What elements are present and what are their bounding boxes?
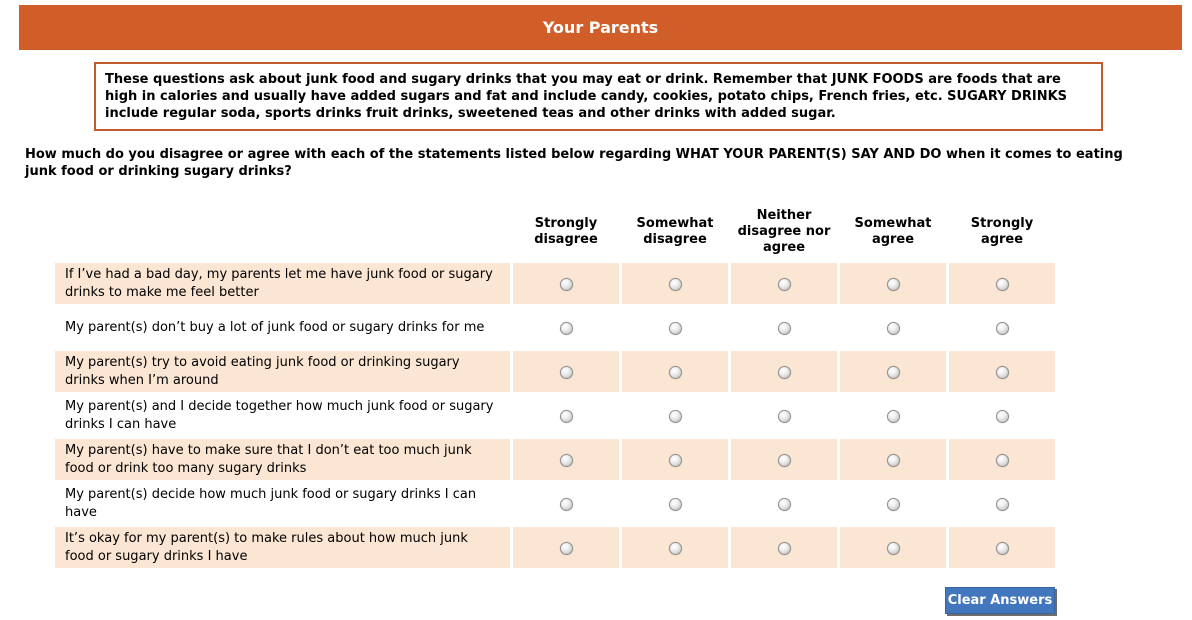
radio-cell-r6-c4[interactable] <box>840 483 946 524</box>
radio-cell-r4-c1[interactable] <box>513 395 619 436</box>
radio-button[interactable] <box>777 454 791 467</box>
matrix-row-2: My parent(s) don’t buy a lot of junk foo… <box>55 307 1055 348</box>
radio-button[interactable] <box>668 498 682 511</box>
statement-text: My parent(s) have to make sure that I do… <box>55 439 510 480</box>
radio-cell-r2-c5[interactable] <box>949 307 1055 348</box>
column-header-somewhat-disagree: Somewhat disagree <box>622 208 728 260</box>
statement-text: If I’ve had a bad day, my parents let me… <box>55 263 510 304</box>
question-text: How much do you disagree or agree with e… <box>25 147 1123 179</box>
radio-cell-r4-c2[interactable] <box>622 395 728 436</box>
radio-cell-r2-c2[interactable] <box>622 307 728 348</box>
column-header-neither: Neither disagree nor agree <box>731 208 837 260</box>
radio-cell-r4-c3[interactable] <box>731 395 837 436</box>
radio-cell-r5-c4[interactable] <box>840 439 946 480</box>
matrix-row-7: It’s okay for my parent(s) to make rules… <box>55 527 1055 568</box>
radio-cell-r3-c2[interactable] <box>622 351 728 392</box>
radio-button[interactable] <box>995 322 1009 335</box>
radio-button[interactable] <box>668 322 682 335</box>
radio-button[interactable] <box>995 454 1009 467</box>
radio-cell-r7-c5[interactable] <box>949 527 1055 568</box>
radio-button[interactable] <box>995 366 1009 379</box>
radio-button[interactable] <box>777 322 791 335</box>
radio-cell-r3-c4[interactable] <box>840 351 946 392</box>
radio-button[interactable] <box>995 498 1009 511</box>
radio-cell-r1-c5[interactable] <box>949 263 1055 304</box>
column-header-strongly-disagree: Strongly disagree <box>513 208 619 260</box>
radio-button[interactable] <box>886 322 900 335</box>
radio-cell-r3-c5[interactable] <box>949 351 1055 392</box>
statement-text: My parent(s) decide how much junk food o… <box>55 483 510 524</box>
radio-cell-r5-c5[interactable] <box>949 439 1055 480</box>
statement-text: It’s okay for my parent(s) to make rules… <box>55 527 510 568</box>
radio-button[interactable] <box>559 454 573 467</box>
radio-cell-r2-c3[interactable] <box>731 307 837 348</box>
radio-button[interactable] <box>886 410 900 423</box>
radio-button[interactable] <box>777 542 791 555</box>
radio-cell-r2-c1[interactable] <box>513 307 619 348</box>
radio-cell-r6-c5[interactable] <box>949 483 1055 524</box>
radio-button[interactable] <box>559 498 573 511</box>
radio-cell-r1-c3[interactable] <box>731 263 837 304</box>
statement-text: My parent(s) try to avoid eating junk fo… <box>55 351 510 392</box>
radio-button[interactable] <box>886 366 900 379</box>
radio-cell-r5-c2[interactable] <box>622 439 728 480</box>
radio-cell-r7-c2[interactable] <box>622 527 728 568</box>
radio-button[interactable] <box>777 278 791 291</box>
radio-cell-r1-c4[interactable] <box>840 263 946 304</box>
column-header-strongly-agree: Strongly agree <box>949 208 1055 260</box>
radio-button[interactable] <box>559 366 573 379</box>
radio-cell-r1-c2[interactable] <box>622 263 728 304</box>
radio-button[interactable] <box>995 410 1009 423</box>
matrix-row-6: My parent(s) decide how much junk food o… <box>55 483 1055 524</box>
radio-cell-r7-c1[interactable] <box>513 527 619 568</box>
radio-button[interactable] <box>668 410 682 423</box>
radio-button[interactable] <box>559 542 573 555</box>
radio-cell-r6-c2[interactable] <box>622 483 728 524</box>
column-header-somewhat-agree: Somewhat agree <box>840 208 946 260</box>
instructions-text: These questions ask about junk food and … <box>105 72 1068 121</box>
radio-button[interactable] <box>668 542 682 555</box>
matrix-header-row: Strongly disagree Somewhat disagree Neit… <box>55 208 1055 260</box>
radio-cell-r2-c4[interactable] <box>840 307 946 348</box>
radio-cell-r3-c3[interactable] <box>731 351 837 392</box>
radio-button[interactable] <box>886 278 900 291</box>
statement-text: My parent(s) and I decide together how m… <box>55 395 510 436</box>
radio-button[interactable] <box>559 278 573 291</box>
page-title: Your Parents <box>542 18 659 37</box>
radio-button[interactable] <box>668 278 682 291</box>
radio-cell-r3-c1[interactable] <box>513 351 619 392</box>
radio-cell-r4-c5[interactable] <box>949 395 1055 436</box>
radio-button[interactable] <box>995 542 1009 555</box>
radio-button[interactable] <box>886 542 900 555</box>
statement-text: My parent(s) don’t buy a lot of junk foo… <box>55 307 510 348</box>
instructions-box: These questions ask about junk food and … <box>94 62 1103 131</box>
clear-answers-button[interactable]: Clear Answers <box>945 587 1055 614</box>
radio-button[interactable] <box>668 366 682 379</box>
radio-button[interactable] <box>777 498 791 511</box>
matrix-row-4: My parent(s) and I decide together how m… <box>55 395 1055 436</box>
radio-button[interactable] <box>668 454 682 467</box>
radio-button[interactable] <box>777 366 791 379</box>
response-matrix: Strongly disagree Somewhat disagree Neit… <box>52 205 1058 571</box>
radio-cell-r4-c4[interactable] <box>840 395 946 436</box>
matrix-row-1: If I’ve had a bad day, my parents let me… <box>55 263 1055 304</box>
radio-cell-r6-c3[interactable] <box>731 483 837 524</box>
radio-cell-r5-c3[interactable] <box>731 439 837 480</box>
radio-cell-r7-c3[interactable] <box>731 527 837 568</box>
statement-column-spacer <box>55 208 510 260</box>
radio-button[interactable] <box>886 454 900 467</box>
radio-button[interactable] <box>777 410 791 423</box>
matrix-row-5: My parent(s) have to make sure that I do… <box>55 439 1055 480</box>
radio-button[interactable] <box>559 410 573 423</box>
radio-button[interactable] <box>559 322 573 335</box>
radio-cell-r1-c1[interactable] <box>513 263 619 304</box>
radio-button[interactable] <box>886 498 900 511</box>
matrix-row-3: My parent(s) try to avoid eating junk fo… <box>55 351 1055 392</box>
radio-cell-r5-c1[interactable] <box>513 439 619 480</box>
radio-cell-r7-c4[interactable] <box>840 527 946 568</box>
radio-button[interactable] <box>995 278 1009 291</box>
radio-cell-r6-c1[interactable] <box>513 483 619 524</box>
page-header-bar: Your Parents <box>19 5 1182 50</box>
